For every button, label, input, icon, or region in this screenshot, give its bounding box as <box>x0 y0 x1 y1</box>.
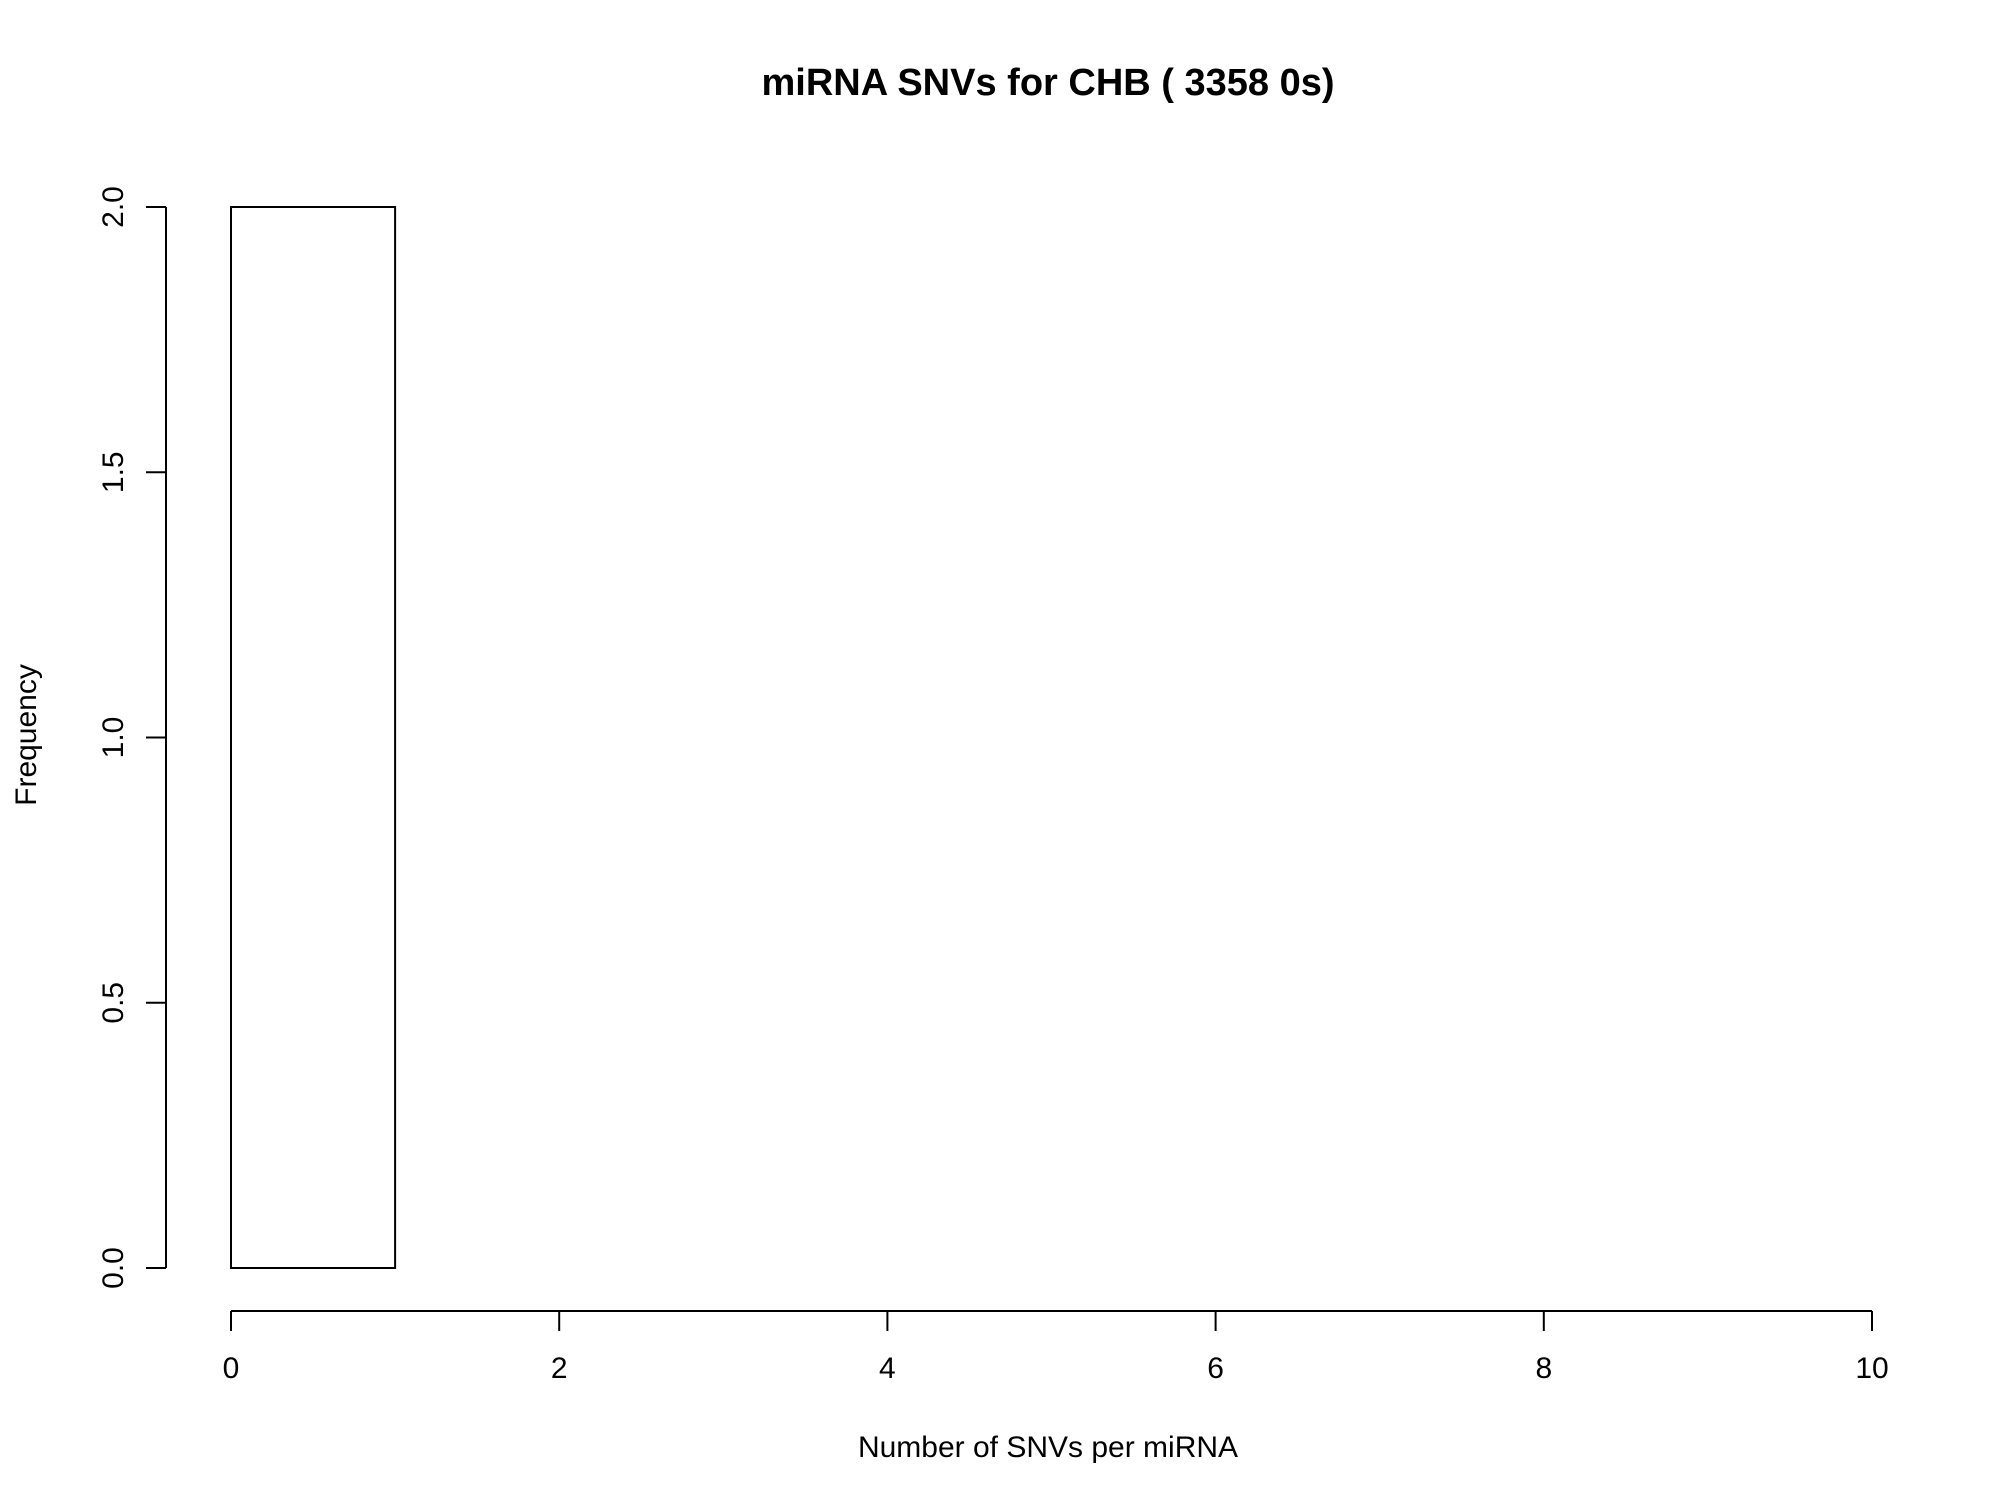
x-tick-label: 8 <box>1535 1352 1552 1385</box>
chart-title: miRNA SNVs for CHB ( 3358 0s) <box>762 62 1335 104</box>
y-tick-label: 0.5 <box>97 982 130 1024</box>
x-axis-label: Number of SNVs per miRNA <box>858 1431 1238 1464</box>
y-tick-label: 2.0 <box>97 186 130 228</box>
y-axis: 0.0 0.5 1.0 1.5 2.0 <box>97 186 167 1289</box>
x-tick-label: 2 <box>551 1352 568 1385</box>
x-axis: 0 2 4 6 8 10 <box>223 1310 1889 1385</box>
y-tick-label: 1.0 <box>97 717 130 759</box>
x-tick-label: 0 <box>223 1352 240 1385</box>
x-tick-label: 6 <box>1207 1352 1224 1385</box>
plot-bars <box>230 206 397 1269</box>
y-tick-label: 0.0 <box>97 1247 130 1289</box>
y-axis-label: Frequency <box>10 664 43 806</box>
x-tick-label: 10 <box>1855 1352 1888 1385</box>
x-tick-label: 4 <box>879 1352 896 1385</box>
histogram-bar-0 <box>230 206 397 1269</box>
y-tick-label: 1.5 <box>97 451 130 493</box>
